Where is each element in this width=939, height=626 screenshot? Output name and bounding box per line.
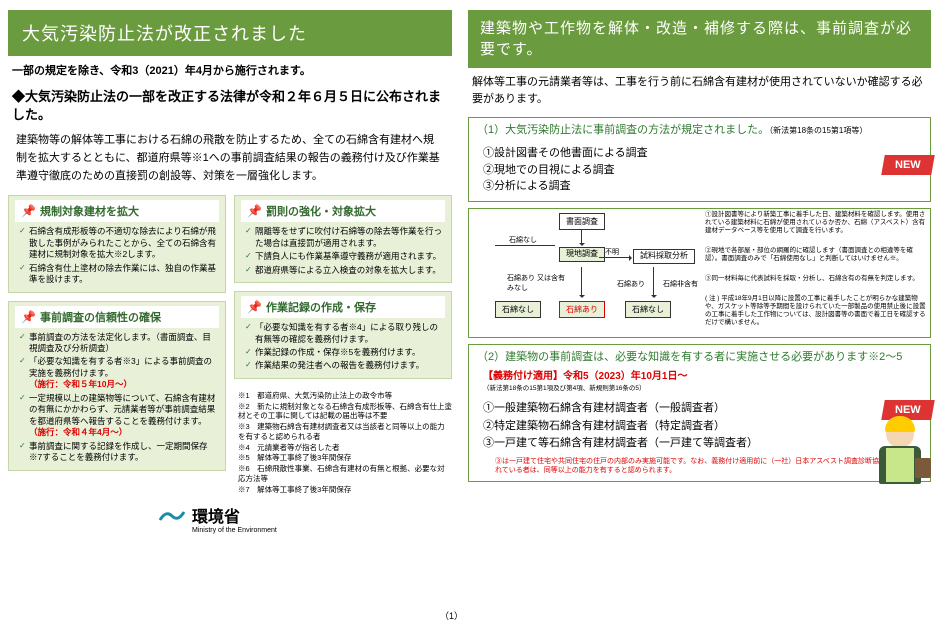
card-d-item: 「必要な知識を有する者※4」による取り残しの有無等の確認を義務付けます。 xyxy=(245,322,445,345)
card-b-item: 都道府県等による立入検査の対象を拡大します。 xyxy=(245,265,445,276)
flow-note2: ②現地で各部屋・部位の網羅的に確認します（書面調査との相違等を確認）。書面調査の… xyxy=(705,247,927,263)
duty-note: （新法第18条の15第1項及び第4項、新規則第16条の5） xyxy=(483,382,916,392)
card-b-item: 隔離等をせずに吹付け石綿等の除去等作業を行った場合は直接罰が適用されます。 xyxy=(245,226,445,249)
pin-icon: 📌 xyxy=(247,204,262,218)
right-column: 建築物や工作物を解体・改造・補修する際は、事前調査が必要です。 解体等工事の元請… xyxy=(460,0,939,626)
intro-body: 建築物等の解体等工事における石綿の飛散を防止するため、全ての石綿含有建材へ規制を… xyxy=(16,132,444,185)
footnote: ※7 解体等工事終了後3年間保存 xyxy=(238,485,452,495)
box1-item: ①設計図書その他書面による調査 xyxy=(483,145,916,162)
footnote: ※5 解体等工事終了後3年間保存 xyxy=(238,453,452,463)
flow-doc: 書面調査 xyxy=(559,213,605,230)
card-a-item: 石綿含有成形板等の不適切な除去により石綿が飛散した事例がみられたことから、全ての… xyxy=(19,226,219,260)
flow-note1: ①設計図書等により新築工事に着手した日、建築材料を確認します。使用されている建築… xyxy=(705,211,927,235)
card-d-item: 作業結果の発注者への報告を義務付けます。 xyxy=(245,360,445,371)
flow-lbl: 石綿なし xyxy=(509,235,537,245)
pin-icon: 📌 xyxy=(21,310,36,324)
duty-label: 【義務付け適用】 xyxy=(483,371,563,382)
new-badge: NEW xyxy=(882,155,935,175)
footnote: ※3 建築物石綿含有建材調査者又は当該者と同等以上の能力を有すると認められる者 xyxy=(238,422,452,442)
cards-grid: 📌 規制対象建材を拡大 石綿含有成形板等の不適切な除去により石綿が飛散した事例がみ… xyxy=(8,195,452,495)
duty-date: 令和5（2023）年10月1日～ xyxy=(563,371,688,382)
card-c-item: 事前調査の方法を法定化します。（書面調査、目視調査及び分析調査） xyxy=(19,332,219,355)
box2-foot: ③は一戸建て住宅や共同住宅の住戸の内部のみ実施可能です。なお、義務付け適用前に（… xyxy=(469,457,930,481)
box2-item: ②特定建築物石綿含有建材調査者（特定調査者） xyxy=(483,418,916,436)
box1-title: （1）大気汚染防止法に事前調査の方法が規定されました。 xyxy=(477,124,769,136)
worker-icon xyxy=(873,420,927,498)
card-c: 📌 事前調査の信頼性の確保 事前調査の方法を法定化します。（書面調査、目視調査及び… xyxy=(8,301,226,471)
footnote: ※4 元請業者等が指名した者 xyxy=(238,443,452,453)
box1-item: ③分析による調査 xyxy=(483,178,916,195)
flow-res-yes: 石綿あり xyxy=(559,301,605,318)
box2-title: （2）建築物の事前調査は、必要な知識を有する者に実施させる必要があります※2～5 xyxy=(469,345,930,367)
card-d: 📌 作業記録の作成・保存 「必要な知識を有する者※4」による取り残しの有無等の確認… xyxy=(234,291,452,379)
flow-res-no2: 石綿なし xyxy=(625,301,671,318)
box2: （2）建築物の事前調査は、必要な知識を有する者に実施させる必要があります※2～5… xyxy=(468,344,931,482)
card-a: 📌 規制対象建材を拡大 石綿含有成形板等の不適切な除去により石綿が飛散した事例がみ… xyxy=(8,195,226,292)
page-number: （1） xyxy=(440,609,463,622)
right-sub: 解体等工事の元請業者等は、工事を行う前に石綿含有建材が使用されていないか確認する… xyxy=(472,74,927,107)
footnote: ※6 石綿飛散性事業、石綿含有建材の有無と根拠、必要な対応方法等 xyxy=(238,464,452,484)
box1: （1）大気汚染防止法に事前調査の方法が規定されました。（新法第18条の15第1項… xyxy=(468,117,931,202)
card-b: 📌 罰則の強化・対象拡大 隔離等をせずに吹付け石綿等の除去等作業を行った場合は直接… xyxy=(234,195,452,283)
card-d-title: 作業記録の作成・保存 xyxy=(266,299,376,315)
flow-lbl: 石綿あり 又は含有みなし xyxy=(507,273,567,293)
intro-title: ◆大気汚染防止法の一部を改正する法律が令和２年６月５日に公布されました。 xyxy=(12,88,448,124)
ministry-logo: 環境省 Ministry of the Environment xyxy=(158,503,452,534)
card-a-title: 規制対象建材を拡大 xyxy=(40,203,139,219)
logo-en: Ministry of the Environment xyxy=(192,527,277,534)
flow-sample: 試料採取分析 xyxy=(633,249,695,264)
card-d-item: 作業記録の作成・保存※5を義務付けます。 xyxy=(245,347,445,358)
footnotes: ※1 都道府県、大気汚染防止法上の政令市等 ※2 新たに規制対象となる石綿含有成… xyxy=(234,391,452,496)
box2-item: ③一戸建て等石綿含有建材調査者（一戸建て等調査者） xyxy=(483,435,916,453)
flow-site: 現地調査 xyxy=(559,247,605,262)
logo-jp: 環境省 xyxy=(192,503,277,527)
left-column: 大気汚染防止法が改正されました 一部の規定を除き、令和3（2021）年4月から施… xyxy=(0,0,460,626)
flow-res-none: 石綿なし xyxy=(495,301,541,318)
footnote: ※2 新たに規制対象となる石綿含有成形板等、石綿含有仕上塗材とその工事に関しては… xyxy=(238,402,452,422)
flow-lbl: 不明 xyxy=(605,247,619,257)
flow-lbl: 石綿非含有 xyxy=(663,279,698,289)
flow-note4: ( 注 ) 平成18年9月1日以降に設置の工事に着手したことが明らかな建築物や、… xyxy=(705,295,927,328)
box2-item: ①一般建築物石綿含有建材調査者（一般調査者） xyxy=(483,400,916,418)
logo-icon xyxy=(158,505,186,533)
card-c-item: 事前調査に関する記録を作成し、一定期間保存※7することを義務付けます。 xyxy=(19,441,219,464)
card-a-item: 石綿含有仕上塗材の除去作業には、独自の作業基準を設けます。 xyxy=(19,263,219,286)
card-c-title: 事前調査の信頼性の確保 xyxy=(40,309,161,325)
pin-icon: 📌 xyxy=(247,300,262,314)
flow-lbl: 石綿あり xyxy=(617,279,645,289)
flowchart: 書面調査 石綿なし 現地調査 不明 試料採取分析 石綿あり 又は含有みなし 石綿… xyxy=(468,208,931,338)
card-b-item: 下請負人にも作業基準遵守義務が適用されます。 xyxy=(245,251,445,262)
box1-note: （新法第18条の15第1項等） xyxy=(769,126,867,135)
card-c-item: 「必要な知識を有する者※3」による事前調査の実施を義務付けます。（施行：令和５年… xyxy=(19,356,219,390)
footnote: ※1 都道府県、大気汚染防止法上の政令市等 xyxy=(238,391,452,401)
pin-icon: 📌 xyxy=(21,204,36,218)
enforce-line: 一部の規定を除き、令和3（2021）年4月から施行されます。 xyxy=(12,62,448,78)
card-c-item: 一定規模以上の建築物等について、石綿含有建材の有無にかかわらず、元請業者等が事前… xyxy=(19,393,219,439)
card-b-title: 罰則の強化・対象拡大 xyxy=(266,203,376,219)
left-header: 大気汚染防止法が改正されました xyxy=(8,10,452,56)
flow-note3: ③同一材料毎に代表試料を採取・分析し、石綿含有の有無を判定します。 xyxy=(705,275,927,283)
box1-item: ②現地での目視による調査 xyxy=(483,162,916,179)
right-header: 建築物や工作物を解体・改造・補修する際は、事前調査が必要です。 xyxy=(468,10,931,68)
